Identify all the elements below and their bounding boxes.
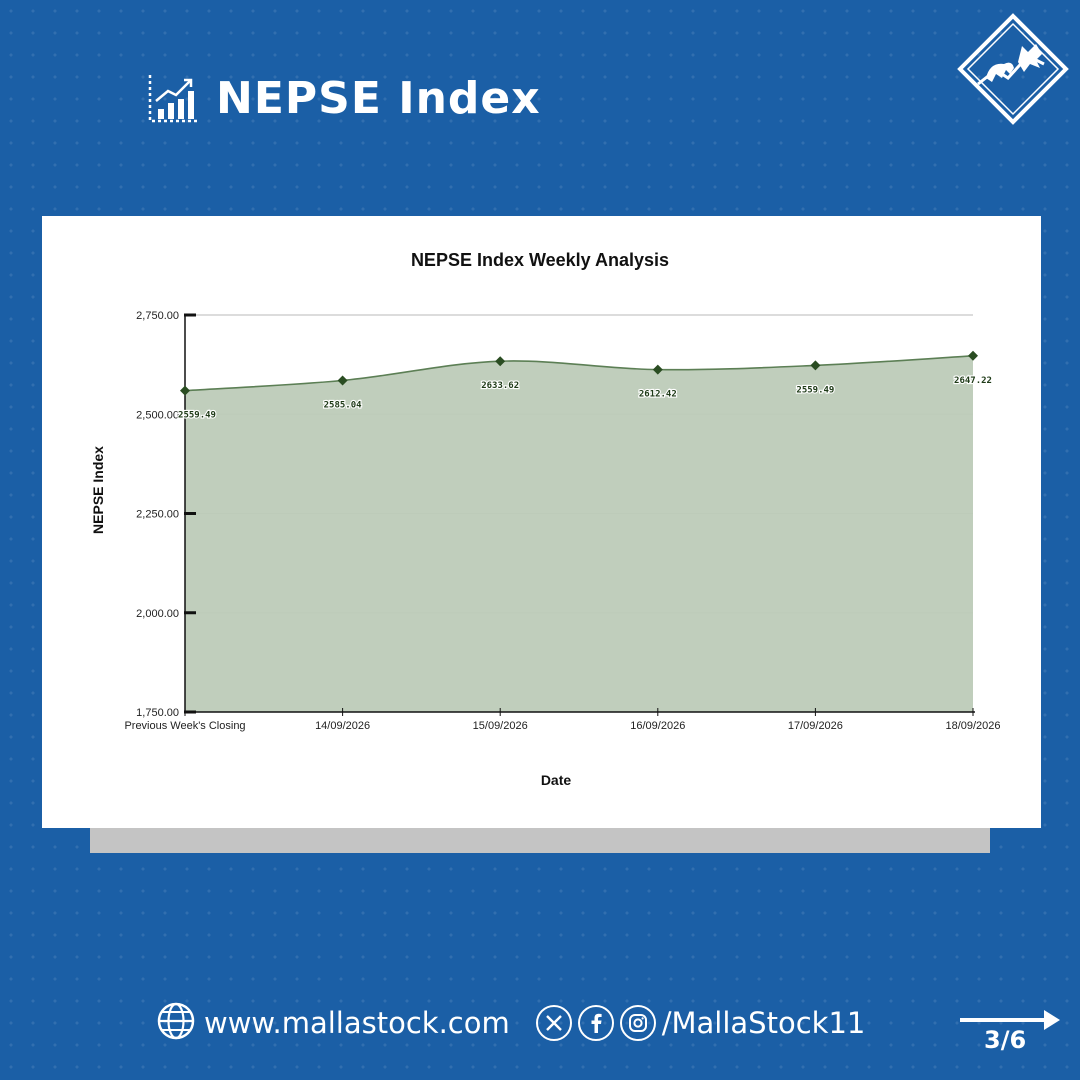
x-icon[interactable] xyxy=(536,1005,572,1041)
data-label: 2559.49 xyxy=(178,411,216,421)
bar-chart-trend-icon xyxy=(148,73,200,123)
data-label: 2647.22 xyxy=(954,376,992,386)
series-area xyxy=(185,356,973,712)
x-tick-label: Previous Week's Closing xyxy=(124,720,245,732)
website-link[interactable]: www.mallastock.com xyxy=(156,1001,510,1046)
page-indicator: 3/6 xyxy=(984,1026,1026,1054)
data-label: 2559.49 xyxy=(796,385,834,395)
instagram-icon[interactable] xyxy=(620,1005,656,1041)
social-links: /MallaStock11 xyxy=(536,1005,866,1041)
bull-bear-logo-icon xyxy=(956,12,1070,131)
chart-title: NEPSE Index Weekly Analysis xyxy=(411,250,669,270)
footer: www.mallastock.com /MallaStock11 xyxy=(156,998,865,1048)
x-tick-label: 17/09/2026 xyxy=(788,720,843,732)
globe-icon xyxy=(156,1001,196,1046)
y-tick-label: 2,750.00 xyxy=(136,310,179,322)
nepse-index-chart: NEPSE Index Weekly Analysis NEPSE Index … xyxy=(42,216,1041,828)
x-tick-label: 16/09/2026 xyxy=(630,720,685,732)
data-label: 2612.42 xyxy=(639,390,677,400)
x-axis-title: Date xyxy=(541,772,572,788)
page-header: NEPSE Index xyxy=(148,70,541,126)
y-tick-label: 2,250.00 xyxy=(136,509,179,521)
card-shadow xyxy=(90,828,990,853)
website-url: www.mallastock.com xyxy=(204,1006,510,1040)
x-tick-label: 15/09/2026 xyxy=(473,720,528,732)
data-label: 2633.62 xyxy=(481,381,519,391)
plot-area: 1,750.00 2,000.00 2,250.00 2,500.00 2,750.00… xyxy=(124,310,1000,732)
data-label: 2585.04 xyxy=(324,400,363,410)
social-handle: /MallaStock11 xyxy=(662,1006,866,1040)
y-tick-label: 2,500.00 xyxy=(136,409,179,421)
y-axis-title: NEPSE Index xyxy=(90,446,106,534)
y-tick-label: 2,000.00 xyxy=(136,608,179,620)
facebook-icon[interactable] xyxy=(578,1005,614,1041)
chart-card: NEPSE Index Weekly Analysis NEPSE Index … xyxy=(42,216,1041,828)
y-tick-label: 1,750.00 xyxy=(136,707,179,719)
x-tick-label: 18/09/2026 xyxy=(945,720,1000,732)
x-tick-label: 14/09/2026 xyxy=(315,720,370,732)
page-title: NEPSE Index xyxy=(216,73,541,124)
